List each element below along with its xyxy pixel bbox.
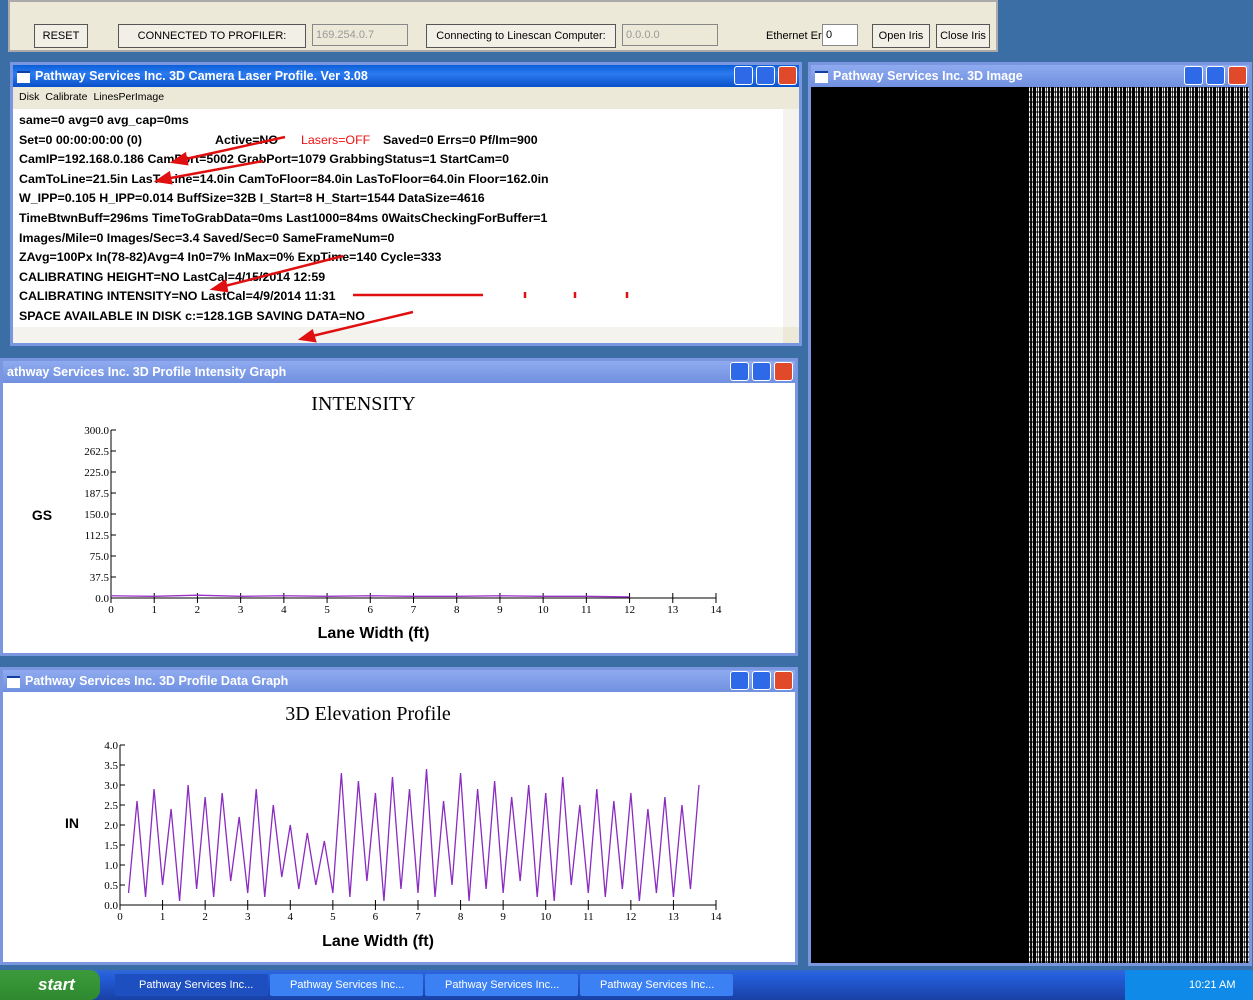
system-tray: 10:21 AM xyxy=(1125,970,1253,1000)
chart-title: INTENSITY xyxy=(311,393,415,415)
x-tick-label: 2 xyxy=(202,911,208,923)
x-tick-label: 2 xyxy=(195,604,201,616)
x-tick-label: 3 xyxy=(238,604,244,616)
x-tick-label: 3 xyxy=(245,911,251,923)
task-button[interactable]: Pathway Services Inc... xyxy=(580,974,733,996)
y-tick-label: 262.5 xyxy=(84,446,109,458)
x-tick-label: 9 xyxy=(500,911,506,923)
arrows xyxy=(13,65,799,343)
y-tick-label: 4.0 xyxy=(104,740,118,752)
minimize[interactable] xyxy=(730,362,749,381)
y-tick-label: 2.0 xyxy=(104,820,118,832)
ethernet-errors[interactable]: 0 xyxy=(822,24,858,46)
x-tick-label: 13 xyxy=(668,911,680,923)
x-tick-label: 0 xyxy=(108,604,114,616)
y-tick-label: 300.0 xyxy=(84,425,109,437)
task-button[interactable]: Pathway Services Inc... xyxy=(425,974,578,996)
image-dark xyxy=(811,87,1029,963)
task-button[interactable]: Pathway Services Inc... xyxy=(270,974,423,996)
image-window: Pathway Services Inc. 3D Image xyxy=(808,62,1252,966)
window-title: athway Services Inc. 3D Profile Intensit… xyxy=(7,365,286,379)
task-button[interactable]: Pathway Services Inc... xyxy=(115,974,268,996)
maximize[interactable] xyxy=(1206,66,1225,85)
title-bar: Pathway Services Inc. 3D Image xyxy=(811,65,1249,87)
y-axis-label: GS xyxy=(32,507,52,523)
y-tick-label: 75.0 xyxy=(90,551,110,563)
y-tick-label: 3.5 xyxy=(104,760,118,772)
x-tick-label: 8 xyxy=(454,604,460,616)
x-tick-label: 11 xyxy=(581,604,592,616)
reset-button[interactable]: RESET xyxy=(34,24,88,48)
y-tick-label: 150.0 xyxy=(84,509,109,521)
connected-button[interactable]: CONNECTED TO PROFILER: xyxy=(118,24,306,48)
x-tick-label: 0 xyxy=(117,911,123,923)
minimize[interactable] xyxy=(1184,66,1203,85)
close-iris-button[interactable]: Close Iris xyxy=(936,24,990,48)
clock: 10:21 AM xyxy=(1189,979,1235,991)
y-tick-label: 112.5 xyxy=(85,530,110,542)
x-axis-label: Lane Width (ft) xyxy=(322,933,434,950)
taskbar: start Pathway Services Inc...Pathway Ser… xyxy=(0,970,1253,1000)
toolbar: RESET CONNECTED TO PROFILER: 169.254.0.7… xyxy=(8,0,998,52)
x-tick-label: 6 xyxy=(368,604,374,616)
data-line xyxy=(129,769,699,901)
open-iris-button[interactable]: Open Iris xyxy=(872,24,930,48)
desktop: RESET CONNECTED TO PROFILER: 169.254.0.7… xyxy=(0,0,1253,1000)
y-tick-label: 187.5 xyxy=(84,488,109,500)
x-tick-label: 5 xyxy=(324,604,330,616)
linescan-ip[interactable]: 0.0.0.0 xyxy=(622,24,718,46)
x-tick-label: 4 xyxy=(288,911,294,923)
x-axis-label: Lane Width (ft) xyxy=(318,625,430,642)
y-tick-label: 3.0 xyxy=(104,780,118,792)
chart-title: 3D Elevation Profile xyxy=(285,703,451,725)
x-tick-label: 6 xyxy=(373,911,379,923)
x-tick-label: 10 xyxy=(538,604,550,616)
profile-window: Pathway Services Inc. 3D Camera Laser Pr… xyxy=(10,62,802,346)
x-tick-label: 7 xyxy=(415,911,421,923)
window-title: Pathway Services Inc. 3D Image xyxy=(833,69,1023,83)
x-tick-label: 12 xyxy=(624,604,635,616)
x-tick-label: 8 xyxy=(458,911,464,923)
window-title: Pathway Services Inc. 3D Profile Data Gr… xyxy=(25,674,288,688)
image-noise xyxy=(1029,87,1249,963)
x-tick-label: 4 xyxy=(281,604,287,616)
x-tick-label: 5 xyxy=(330,911,336,923)
close[interactable] xyxy=(774,362,793,381)
x-tick-label: 9 xyxy=(497,604,503,616)
y-tick-label: 1.0 xyxy=(104,860,118,872)
y-tick-label: 0.5 xyxy=(104,880,118,892)
x-tick-label: 14 xyxy=(711,604,723,616)
y-tick-label: 2.5 xyxy=(104,800,118,812)
profiler-ip[interactable]: 169.254.0.7 xyxy=(312,24,408,46)
y-tick-label: 1.5 xyxy=(104,840,118,852)
x-tick-label: 14 xyxy=(711,911,723,923)
x-tick-label: 1 xyxy=(160,911,166,923)
linescan-button[interactable]: Connecting to Linescan Computer: xyxy=(426,24,616,48)
x-tick-label: 13 xyxy=(667,604,679,616)
x-tick-label: 7 xyxy=(411,604,417,616)
x-tick-label: 11 xyxy=(583,911,594,923)
start-button[interactable]: start xyxy=(0,970,100,1000)
x-tick-label: 10 xyxy=(540,911,552,923)
close[interactable] xyxy=(1228,66,1247,85)
x-tick-label: 12 xyxy=(625,911,636,923)
x-tick-label: 1 xyxy=(151,604,157,616)
y-tick-label: 225.0 xyxy=(84,467,109,479)
maximize[interactable] xyxy=(752,362,771,381)
y-tick-label: 37.5 xyxy=(90,572,110,584)
y-axis-label: IN xyxy=(65,815,79,831)
